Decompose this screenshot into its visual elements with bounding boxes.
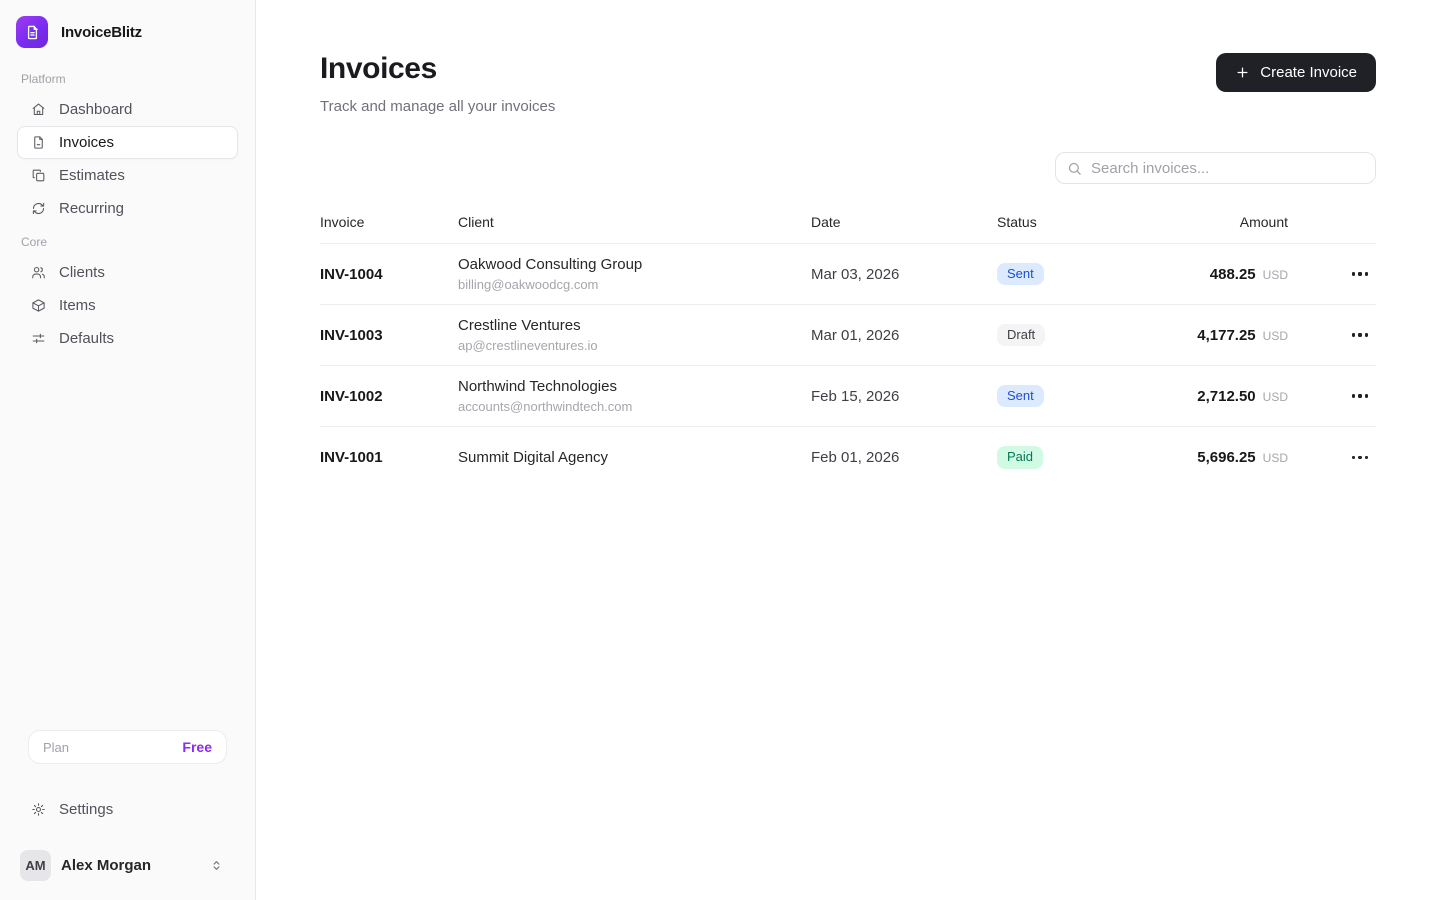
section-label-core: Core [21, 235, 48, 249]
sidebar-item-label: Defaults [59, 330, 115, 347]
status-badge: Sent [997, 384, 1044, 408]
user-name: Alex Morgan [61, 857, 152, 874]
client-name: Crestline Ventures [458, 317, 581, 334]
sidebar-item-label: Invoices [59, 134, 115, 151]
sidebar-item-label: Clients [59, 264, 105, 281]
file-text-icon [31, 135, 46, 150]
table-row[interactable]: INV-1004 Oakwood Consulting Group billin… [320, 244, 1376, 305]
copy-icon [31, 168, 46, 183]
sidebar-item-recurring[interactable]: Recurring [17, 192, 238, 225]
client-name: Oakwood Consulting Group [458, 256, 643, 273]
brand: InvoiceBlitz [16, 16, 239, 48]
sidebar-item-defaults[interactable]: Defaults [17, 322, 238, 355]
client-name: Summit Digital Agency [458, 449, 609, 466]
status-badge: Sent [997, 262, 1044, 286]
table-row[interactable]: INV-1003 Crestline Ventures ap@crestline… [320, 305, 1376, 366]
column-header-status: Status [997, 213, 1037, 230]
client-email: billing@oakwoodcg.com [458, 277, 599, 292]
sidebar-item-label: Estimates [59, 167, 125, 184]
amount-value: 5,696.25 [1197, 449, 1256, 466]
invoice-date: Feb 01, 2026 [811, 449, 900, 466]
amount-currency: USD [1262, 328, 1288, 343]
amount-currency: USD [1262, 267, 1288, 282]
client-name: Northwind Technologies [458, 378, 617, 395]
main-content: Invoices Track and manage all your invoi… [256, 0, 1440, 900]
sidebar-item-label: Settings [59, 801, 114, 818]
sidebar-item-estimates[interactable]: Estimates [17, 159, 238, 192]
invoice-document-icon [24, 24, 41, 41]
amount-currency: USD [1262, 389, 1288, 404]
row-actions-button[interactable] [1348, 388, 1373, 404]
plan-badge: Free [182, 739, 212, 755]
plus-icon [1235, 65, 1250, 80]
app-logo [16, 16, 48, 48]
invoice-date: Feb 15, 2026 [811, 387, 900, 405]
row-actions-button[interactable] [1348, 327, 1373, 343]
status-badge: Draft [997, 323, 1046, 347]
table-row[interactable]: INV-1001 Summit Digital Agency Feb 01, 2… [320, 427, 1376, 488]
ellipsis-icon [1351, 394, 1355, 398]
sidebar-item-settings[interactable]: Settings [17, 793, 238, 826]
box-icon [31, 298, 46, 313]
amount-value: 4,177.25 [1197, 326, 1256, 344]
column-header-client: Client [458, 213, 494, 230]
invoice-number: INV-1003 [320, 326, 383, 344]
invoice-number: INV-1001 [320, 449, 383, 466]
sidebar-item-label: Recurring [59, 200, 125, 217]
user-menu[interactable]: AM Alex Morgan [20, 850, 235, 881]
search-input[interactable] [1091, 159, 1364, 177]
table-row[interactable]: INV-1002 Northwind Technologies accounts… [320, 366, 1376, 427]
ellipsis-icon [1351, 333, 1355, 337]
search-box[interactable] [1055, 152, 1376, 184]
column-header-date: Date [811, 213, 841, 230]
client-email: accounts@northwindtech.com [458, 399, 633, 414]
status-badge: Paid [997, 446, 1044, 469]
app-title: InvoiceBlitz [61, 23, 142, 41]
search-icon [1067, 161, 1082, 176]
sidebar-item-dashboard[interactable]: Dashboard [17, 93, 238, 126]
ellipsis-icon [1351, 272, 1355, 276]
client-email: ap@crestlineventures.io [458, 338, 598, 353]
sidebar-item-label: Dashboard [59, 101, 133, 118]
amount-value: 488.25 [1209, 265, 1256, 283]
home-icon [31, 102, 46, 117]
ellipsis-icon [1351, 455, 1355, 460]
sliders-icon [31, 331, 46, 346]
sidebar-item-clients[interactable]: Clients [17, 256, 238, 289]
invoices-table: Invoice Client Date Status Amount INV-10… [320, 200, 1376, 488]
column-header-invoice: Invoice [320, 213, 365, 230]
sidebar: InvoiceBlitz Platform Dashboard Invoices [0, 0, 256, 900]
invoice-date: Mar 01, 2026 [811, 326, 900, 344]
plan-label: Plan [43, 739, 70, 755]
avatar: AM [20, 850, 51, 881]
create-invoice-button[interactable]: Create Invoice [1216, 53, 1376, 92]
sidebar-item-items[interactable]: Items [17, 289, 238, 322]
page-subtitle: Track and manage all your invoices [320, 98, 556, 115]
invoice-date: Mar 03, 2026 [811, 265, 900, 283]
users-icon [31, 265, 46, 280]
row-actions-button[interactable] [1348, 450, 1373, 466]
invoice-number: INV-1004 [320, 265, 383, 283]
plan-card: Plan Free [28, 730, 227, 764]
invoice-number: INV-1002 [320, 387, 383, 405]
page-title: Invoices [320, 52, 437, 85]
refresh-icon [31, 201, 46, 216]
sidebar-item-label: Items [59, 297, 96, 314]
column-header-amount: Amount [1239, 213, 1288, 230]
sidebar-item-invoices[interactable]: Invoices [17, 126, 238, 159]
table-header: Invoice Client Date Status Amount [320, 200, 1376, 244]
amount-value: 2,712.50 [1197, 387, 1256, 405]
section-label-platform: Platform [21, 72, 66, 86]
gear-icon [31, 802, 46, 817]
row-actions-button[interactable] [1348, 266, 1373, 282]
chevrons-up-down-icon [210, 858, 223, 873]
amount-currency: USD [1262, 451, 1288, 465]
